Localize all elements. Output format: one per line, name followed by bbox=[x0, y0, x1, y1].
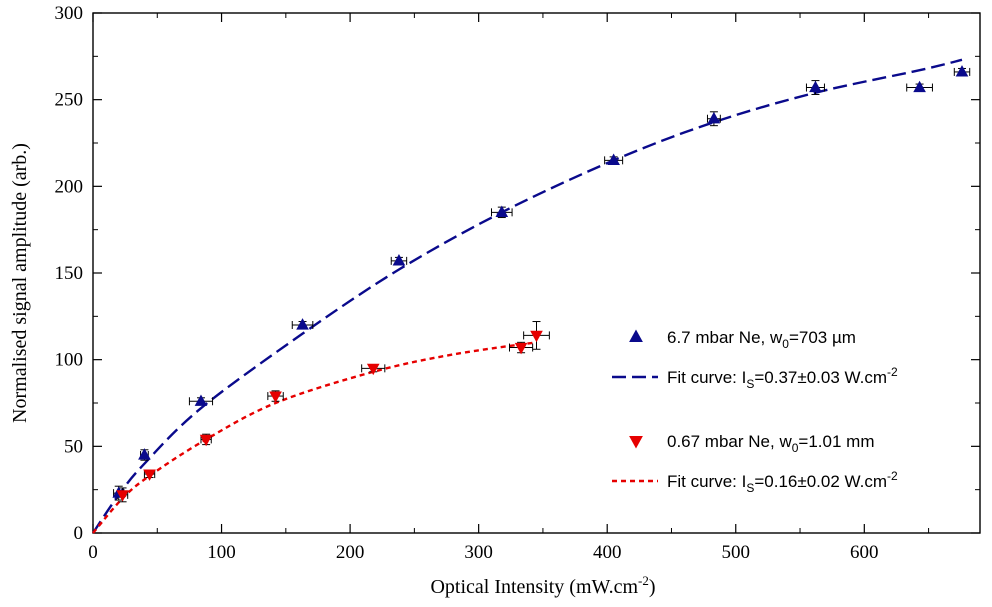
plot-border bbox=[92, 12, 981, 534]
legend-label-ne67: 6.7 mbar Ne, w0=703 µm bbox=[667, 328, 856, 351]
y-tick-label: 150 bbox=[55, 263, 84, 284]
legend-marker-ne67 bbox=[629, 329, 643, 343]
marker-ne067 bbox=[199, 434, 213, 447]
y-tick-label: 200 bbox=[55, 176, 84, 197]
axis-ticks bbox=[92, 12, 980, 534]
legend: 6.7 mbar Ne, w0=703 µm Fit curve: IS=0.37… bbox=[612, 328, 898, 495]
marker-ne067 bbox=[366, 363, 380, 376]
x-tick-label: 400 bbox=[593, 542, 622, 563]
marker-ne67 bbox=[495, 205, 509, 217]
marker-ne067 bbox=[143, 469, 156, 481]
x-tick-label: 0 bbox=[88, 542, 98, 563]
legend-label-ne067: 0.67 mbar Ne, w0=1.01 mm bbox=[667, 432, 874, 455]
fit-line-fit016 bbox=[92, 341, 537, 534]
x-tick-label: 100 bbox=[207, 542, 236, 563]
marker-ne067 bbox=[530, 330, 543, 343]
x-axis-title-sup: -2 bbox=[638, 573, 649, 588]
y-tick-label: 100 bbox=[55, 350, 84, 371]
plot-frame bbox=[92, 12, 981, 534]
marker-ne67 bbox=[392, 254, 406, 266]
y-tick-label: 50 bbox=[64, 436, 83, 457]
fit-curves bbox=[92, 58, 963, 534]
x-tick-label: 600 bbox=[850, 542, 879, 563]
legend-label-fit67: Fit curve: IS=0.37±0.03 W.cm-2 bbox=[667, 365, 898, 391]
marker-ne67 bbox=[194, 394, 208, 406]
x-tick-label: 200 bbox=[336, 542, 365, 563]
x-axis-title-tail: ) bbox=[649, 576, 656, 598]
axis-tick-labels: 0 100 200 300 400 500 600 0 50 100 150 200 250 300 bbox=[55, 3, 879, 563]
marker-ne67 bbox=[607, 153, 620, 165]
fit-line-fit67 bbox=[92, 58, 963, 534]
y-tick-label: 0 bbox=[74, 523, 84, 544]
legend-marker-ne067 bbox=[629, 435, 643, 449]
x-axis-title: Optical Intensity (mW.cm-2) bbox=[430, 573, 655, 598]
marker-ne67 bbox=[707, 111, 721, 124]
legend-label-fit016: Fit curve: IS=0.16±0.02 W.cm-2 bbox=[667, 469, 898, 495]
y-axis-title: Normalised signal amplitude (arb.) bbox=[9, 143, 31, 423]
data-markers bbox=[112, 65, 969, 502]
y-tick-label: 250 bbox=[55, 90, 84, 111]
marker-ne67 bbox=[913, 80, 926, 93]
x-tick-label: 500 bbox=[722, 542, 751, 563]
y-tick-label: 300 bbox=[55, 3, 84, 24]
marker-ne67 bbox=[955, 65, 969, 77]
marker-ne067 bbox=[269, 391, 282, 403]
marker-ne067 bbox=[514, 342, 528, 355]
marker-ne067 bbox=[116, 490, 129, 502]
marker-ne67 bbox=[296, 318, 309, 330]
x-tick-label: 300 bbox=[464, 542, 493, 563]
marker-ne67 bbox=[138, 448, 151, 460]
marker-ne67 bbox=[809, 80, 822, 93]
